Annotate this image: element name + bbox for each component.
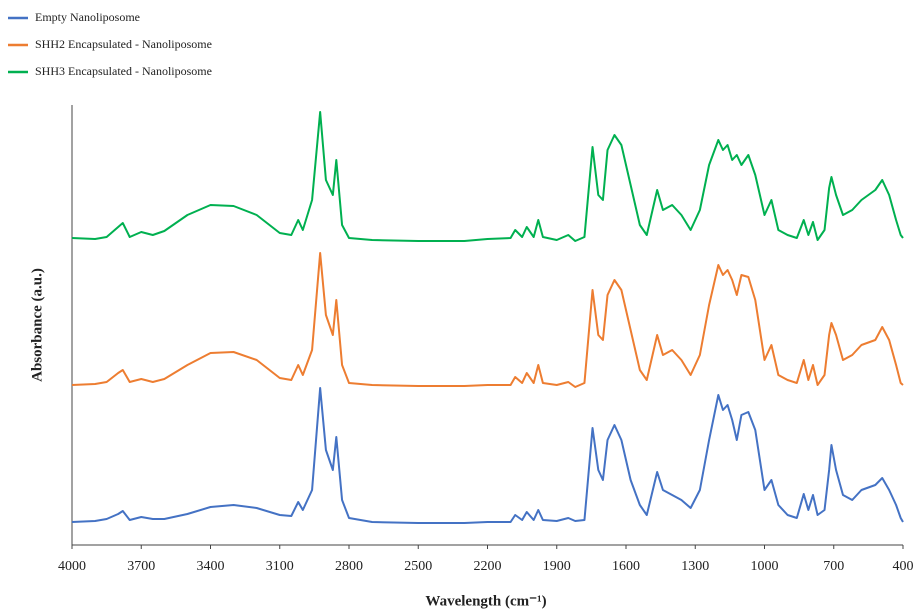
x-tick-label: 3100: [266, 559, 294, 574]
x-tick-label: 1900: [543, 559, 571, 574]
legend-label: SHH3 Encapsulated - Nanoliposome: [35, 64, 212, 78]
series-line: [71, 387, 904, 524]
x-tick-label: 1000: [751, 559, 779, 574]
x-tick-label: 2800: [335, 559, 363, 574]
x-tick-label: 4000: [58, 559, 86, 574]
series-line: [71, 252, 904, 388]
x-tick-label: 2500: [404, 559, 432, 574]
x-tick-label: 3400: [197, 559, 225, 574]
x-tick-label: 1600: [612, 559, 640, 574]
x-tick-label: 400: [893, 559, 914, 574]
y-axis-title: Absorbance (a.u.): [29, 268, 45, 382]
legend-label: Empty Nanoliposome: [35, 10, 140, 24]
x-axis-title: Wavelength (cm⁻¹): [425, 593, 546, 609]
legend-label: SHH2 Encapsulated - Nanoliposome: [35, 37, 212, 51]
x-tick-label: 2200: [474, 559, 502, 574]
x-tick-label: 700: [823, 559, 844, 574]
x-tick-label: 3700: [127, 559, 155, 574]
series-line: [71, 111, 904, 242]
x-tick-label: 1300: [681, 559, 709, 574]
